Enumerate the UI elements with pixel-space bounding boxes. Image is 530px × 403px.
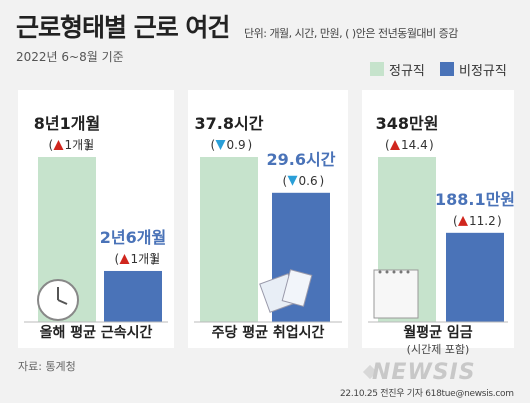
category-label-1: 주당 평균 취업시간 [212,324,325,341]
legend-regular-label: 정규직 [389,63,425,79]
data-label-regular-1: 37.8시간 [195,114,264,133]
notebook-ring-2 [392,270,396,274]
subtitle: 2022년 6~8월 기준 [16,50,124,64]
change-regular-2-value: 14.4 [401,138,428,152]
bar-nonregular-2 [446,232,504,322]
change-regular-1-arrow [215,140,226,150]
change-nonregular-2-arrow [458,215,468,226]
notebook-ring-1 [385,270,389,274]
data-label-nonregular-0: 2년6개월 [100,228,166,247]
change-nonregular-2-value: 11.2 [469,214,496,228]
change-nonregular-0-close-paren: ) [152,252,157,266]
change-regular-0-close-paren: ) [86,138,91,152]
notebook-ring-0 [378,270,382,274]
source-note: 자료: 통계청 [18,360,76,373]
category-label-2: 월평균 임금 [403,324,472,341]
shirt-icon-2 [281,269,313,307]
notebook-ring-4 [406,270,410,274]
legend-regular-swatch [370,62,384,76]
credit-note: 22.10.25 전진우 기자 618tue@newsis.com [340,389,514,399]
data-label-regular-0: 8년1개월 [34,114,100,133]
change-nonregular-2-close-paren: ) [497,214,502,228]
notebook-icon [373,269,419,319]
change-nonregular-1-value: 0.6 [299,174,318,188]
change-regular-0-arrow [53,140,64,150]
legend-regular: 정규직 [370,60,425,79]
change-regular-1-value: 0.9 [227,138,246,152]
change-nonregular-0-value: 1개월 [131,252,161,266]
change-nonregular-1-arrow [287,175,298,186]
change-regular-2-open-paren: ( [385,138,390,152]
category-label-0: 올해 평균 근속시간 [40,324,153,341]
change-regular-2-close-paren: ) [429,138,434,152]
unit-note: 단위: 개월, 시간, 만원, ( )안은 전년동월대비 증감 [244,27,458,40]
notebook-ring-3 [399,270,403,274]
change-regular-2-arrow [390,140,400,150]
category-sublabel-2: (시간제 포함) [407,343,470,356]
bar-nonregular-0 [104,270,162,322]
change-nonregular-0-open-paren: ( [115,252,120,266]
page-title: 근로형태별 근로 여건 [16,13,230,42]
clock-hand-hour [57,299,68,305]
bar-regular-1 [200,157,258,322]
data-label-regular-2: 348만원 [376,114,439,133]
change-regular-1-open-paren: ( [211,138,216,152]
change-nonregular-0-arrow [119,253,130,264]
legend-nonregular-label: 비정규직 [459,63,507,79]
data-label-nonregular-2: 188.1만원 [435,190,515,209]
legend-nonregular: 비정규직 [440,60,507,79]
change-nonregular-1-open-paren: ( [283,174,288,188]
change-nonregular-2-open-paren: ( [453,214,458,228]
change-regular-0-value: 1개월 [65,138,95,152]
change-regular-1-close-paren: ) [248,138,253,152]
watermark: NEWSIS [372,360,476,385]
change-nonregular-1-close-paren: ) [320,174,325,188]
change-regular-0-open-paren: ( [49,138,54,152]
data-label-nonregular-1: 29.6시간 [267,150,336,169]
legend-nonregular-swatch [440,62,454,76]
